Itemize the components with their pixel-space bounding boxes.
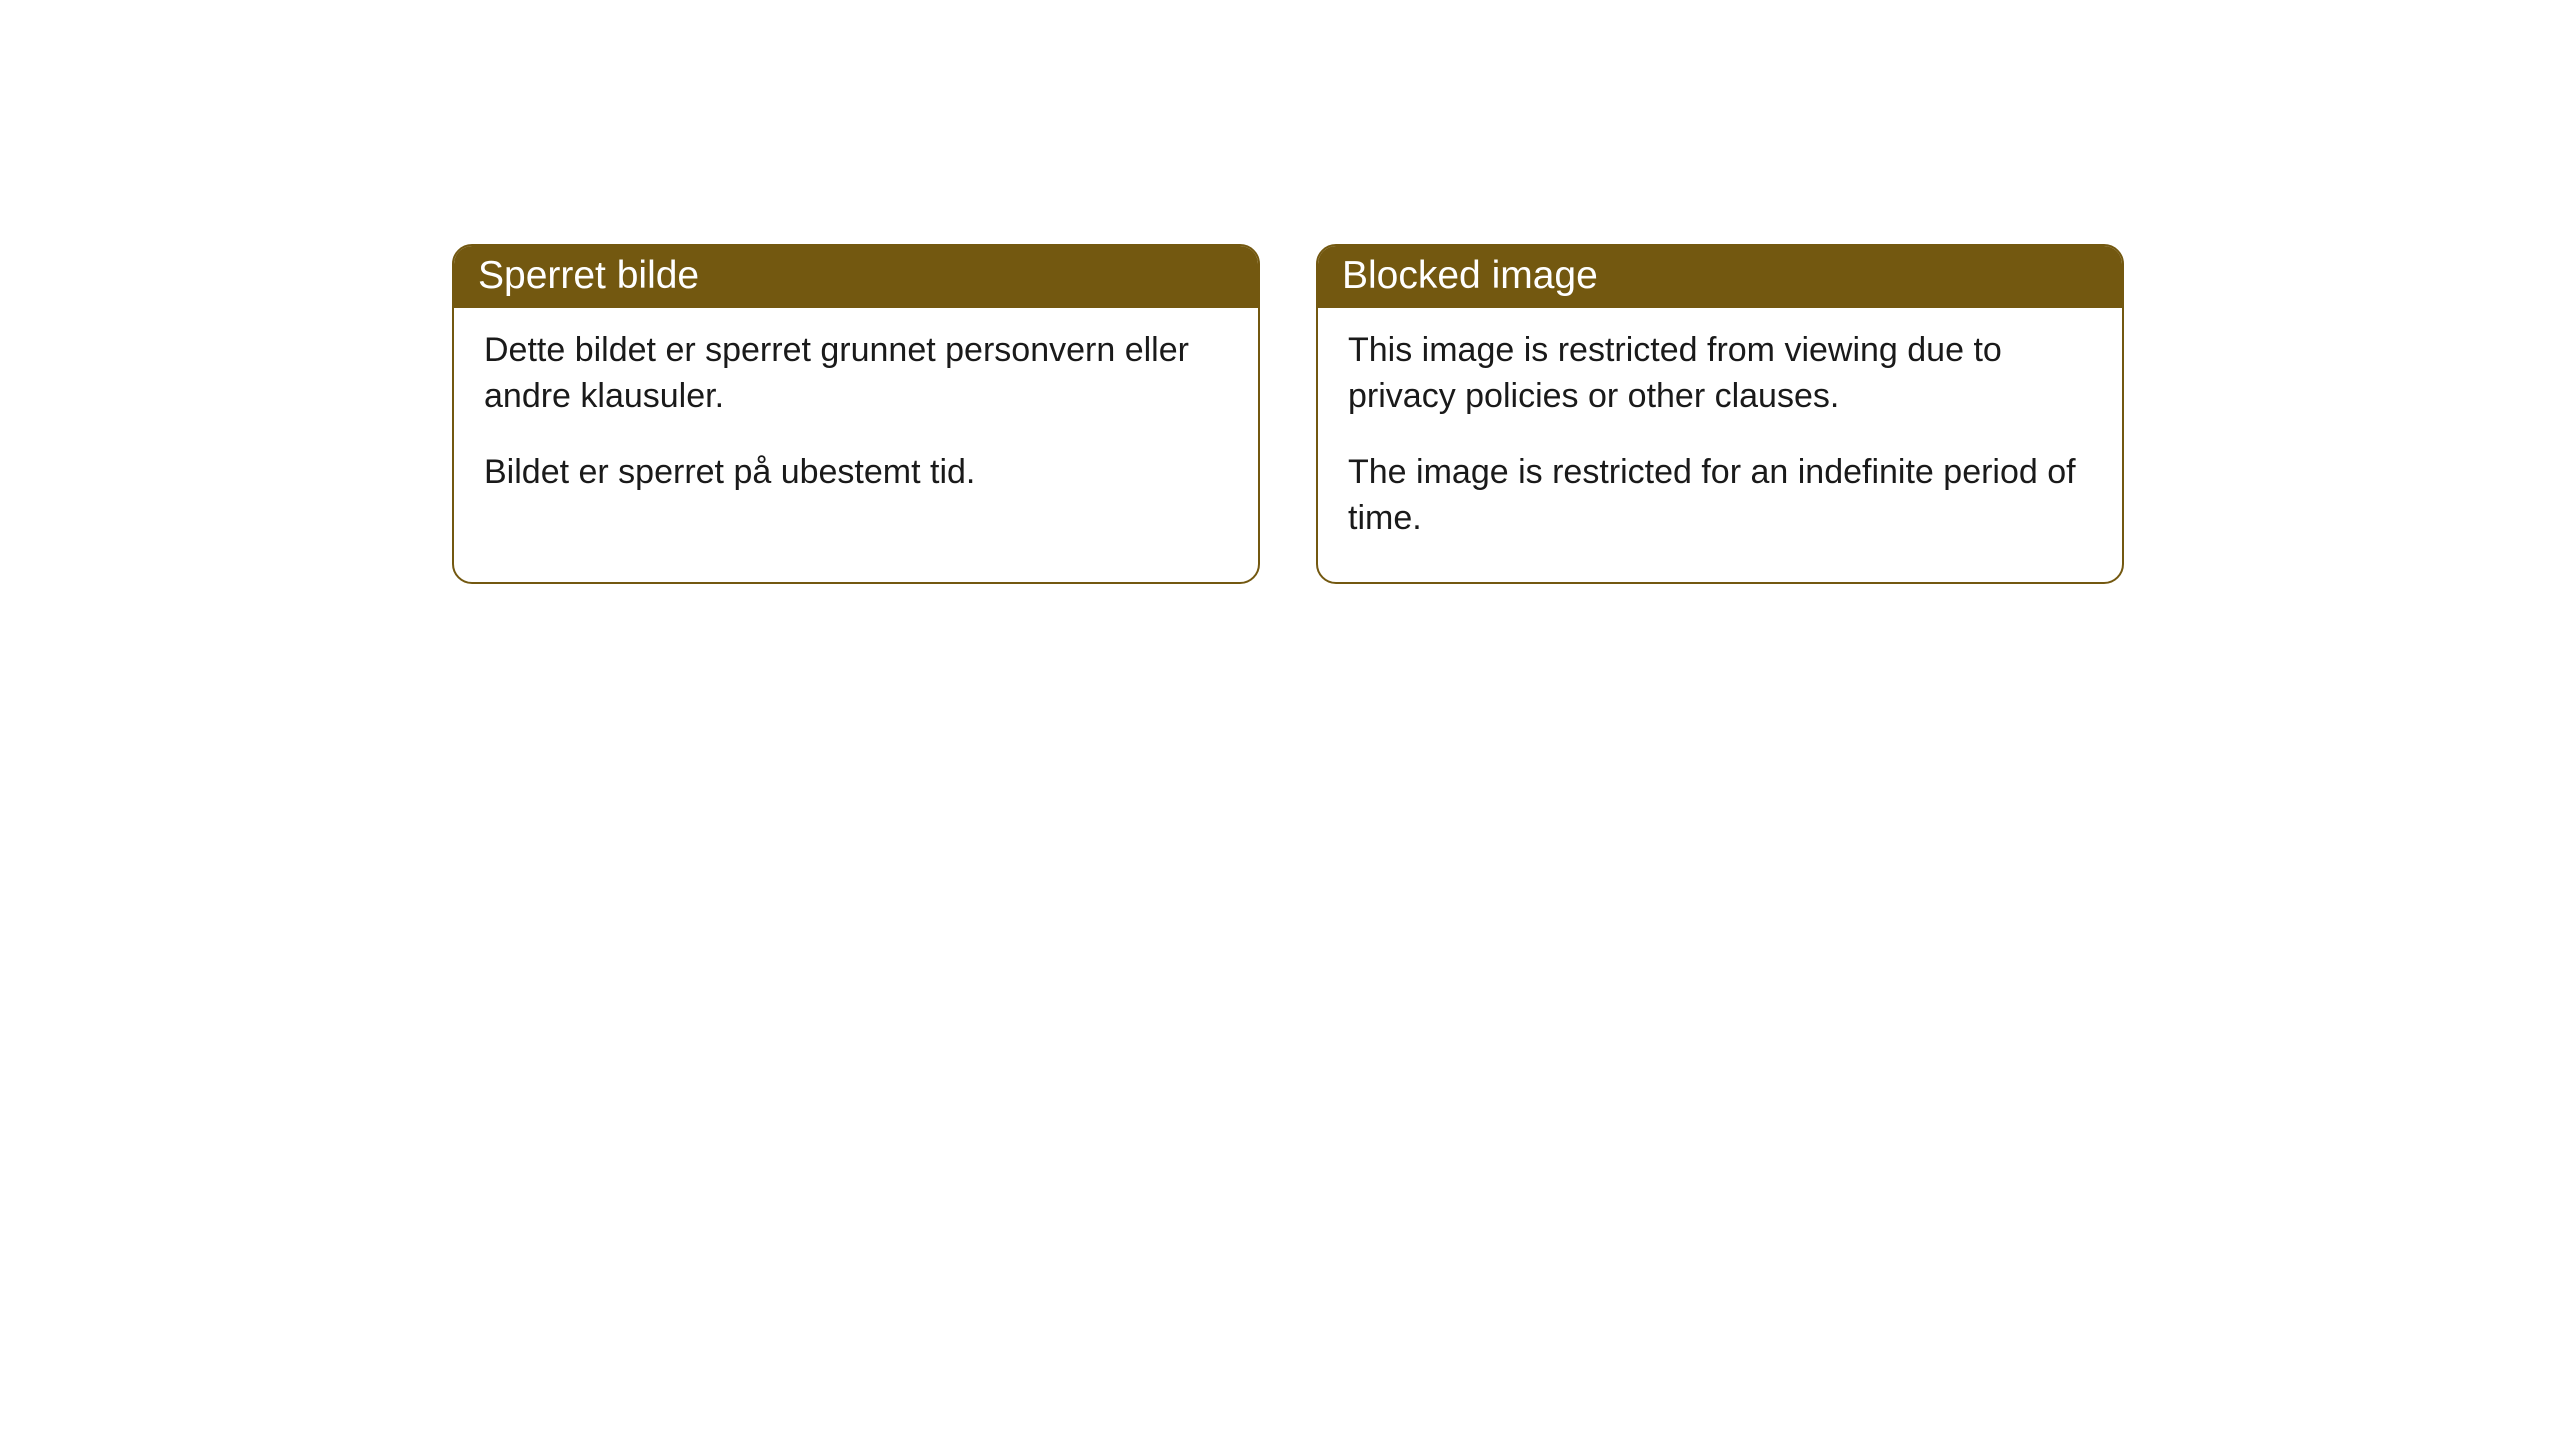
card-paragraph-2: Bildet er sperret på ubestemt tid. [484,450,1228,496]
card-paragraph-2: The image is restricted for an indefinit… [1348,450,2092,542]
card-title: Blocked image [1318,246,2122,308]
card-paragraph-1: This image is restricted from viewing du… [1348,328,2092,420]
card-body: This image is restricted from viewing du… [1318,308,2122,582]
blocked-image-card-norwegian: Sperret bilde Dette bildet er sperret gr… [452,244,1260,584]
card-title: Sperret bilde [454,246,1258,308]
cards-container: Sperret bilde Dette bildet er sperret gr… [0,0,2560,584]
blocked-image-card-english: Blocked image This image is restricted f… [1316,244,2124,584]
card-body: Dette bildet er sperret grunnet personve… [454,308,1258,536]
card-paragraph-1: Dette bildet er sperret grunnet personve… [484,328,1228,420]
